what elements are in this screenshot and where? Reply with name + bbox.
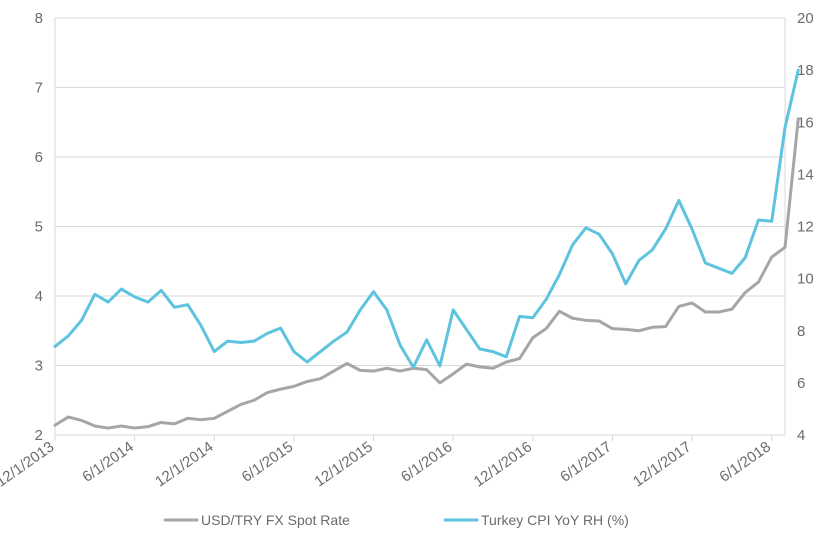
y-right-tick-label: 6 <box>797 375 805 392</box>
y-right-tick-label: 16 <box>797 114 814 131</box>
y-left-tick-label: 6 <box>35 149 43 166</box>
y-right-tick-label: 10 <box>797 271 814 288</box>
y-right-tick-label: 14 <box>797 166 814 183</box>
y-left-tick-label: 3 <box>35 358 43 375</box>
chart-container: 234567846810121416182012/1/20136/1/20141… <box>0 0 830 541</box>
y-right-tick-label: 8 <box>797 323 805 340</box>
legend-label-turkey-cpi: Turkey CPI YoY RH (%) <box>481 512 629 528</box>
legend-label-usd-try: USD/TRY FX Spot Rate <box>201 512 350 528</box>
y-right-tick-label: 4 <box>797 427 805 444</box>
y-left-tick-label: 4 <box>35 288 43 305</box>
y-right-tick-label: 12 <box>797 219 814 236</box>
chart-svg: 234567846810121416182012/1/20136/1/20141… <box>0 0 830 541</box>
y-right-tick-label: 20 <box>797 10 814 27</box>
y-left-tick-label: 7 <box>35 80 43 97</box>
y-left-tick-label: 8 <box>35 10 43 27</box>
y-left-tick-label: 5 <box>35 219 43 236</box>
